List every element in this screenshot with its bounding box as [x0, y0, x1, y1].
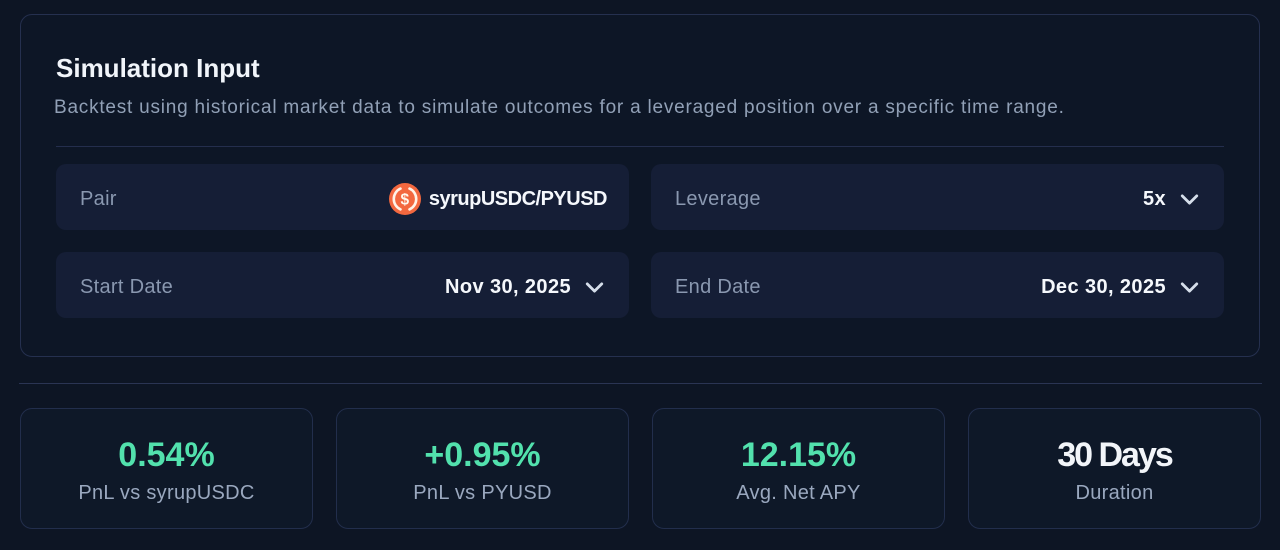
svg-text:$: $	[400, 192, 409, 209]
